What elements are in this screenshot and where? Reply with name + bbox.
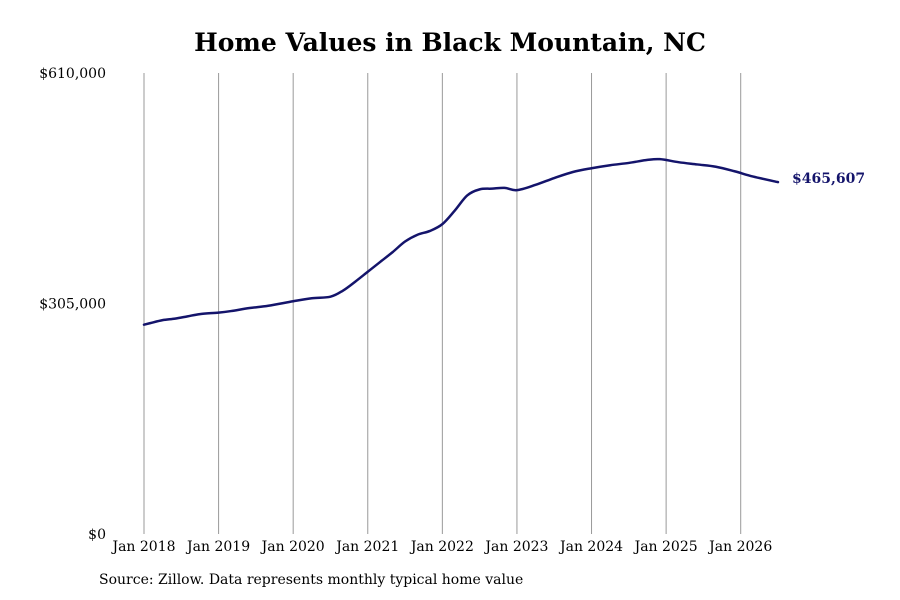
x-tick-label: Jan 2023: [483, 539, 548, 555]
x-tick-label: Jan 2022: [409, 539, 474, 555]
y-tick-label: $0: [88, 527, 106, 543]
x-tick-label: Jan 2024: [558, 539, 623, 555]
end-value-label: $465,607: [792, 171, 865, 187]
x-axis-ticks: Jan 2018 Jan 2019 Jan 2020 Jan 2021 Jan 2022…: [110, 539, 772, 555]
x-tick-label: Jan 2020: [260, 539, 325, 555]
y-tick-label: $305,000: [39, 297, 106, 313]
series-layer: [142, 157, 780, 326]
x-tick-label: Jan 2026: [707, 539, 772, 555]
x-tick-label: Jan 2019: [185, 539, 250, 555]
series-line: [142, 157, 780, 326]
y-tick-label: $610,000: [39, 66, 106, 82]
grid-layer: [143, 73, 742, 534]
x-tick-label: Jan 2018: [110, 539, 175, 555]
x-tick-label: Jan 2021: [334, 539, 399, 555]
end-label-layer: $465,607: [792, 171, 865, 187]
y-axis-ticks: $0 $305,000 $610,000: [39, 66, 106, 543]
x-tick-label: Jan 2025: [633, 539, 698, 555]
chart-title: Home Values in Black Mountain, NC: [194, 28, 706, 57]
source-note: Source: Zillow. Data represents monthly …: [99, 572, 524, 588]
